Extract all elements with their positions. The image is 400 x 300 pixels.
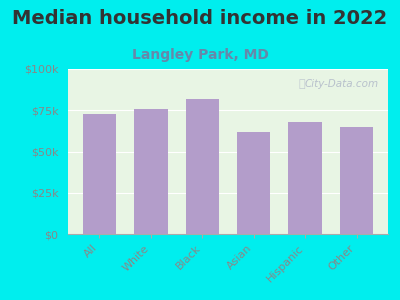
Bar xyxy=(82,113,116,234)
Bar xyxy=(186,99,219,234)
Text: Median household income in 2022: Median household income in 2022 xyxy=(12,9,388,28)
Text: City-Data.com: City-Data.com xyxy=(304,79,378,89)
Bar xyxy=(134,110,168,234)
Bar xyxy=(288,122,322,234)
Bar xyxy=(237,132,270,234)
Bar xyxy=(340,127,374,234)
Text: Ⓜ: Ⓜ xyxy=(298,79,305,89)
Text: Langley Park, MD: Langley Park, MD xyxy=(132,48,268,62)
